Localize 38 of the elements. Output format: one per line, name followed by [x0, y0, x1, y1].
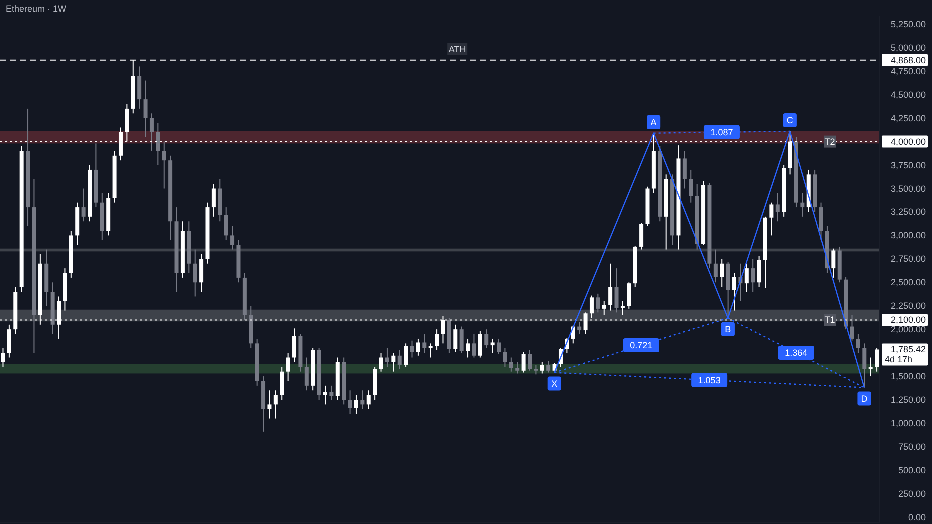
- ref-line-label: T1: [824, 315, 836, 326]
- y-tick-label: 5,250.00: [890, 19, 926, 30]
- series-label: 1.087: [710, 127, 734, 138]
- y-tick-label: 4,868.00: [890, 55, 926, 66]
- y-tick-label: 1,500.00: [890, 372, 926, 382]
- y-tick-label: 2,750.00: [890, 254, 926, 264]
- text: 4d 17h: [885, 354, 913, 365]
- y-tick-label: 500.00: [898, 465, 926, 476]
- data-label: X: [552, 378, 558, 389]
- y-tick-label: 4,000.00: [890, 136, 926, 147]
- y-tick-label: 5,000.00: [890, 42, 926, 53]
- y-tick-label: 2,100.00: [890, 315, 926, 326]
- y-tick-label: 4,750.00: [890, 66, 926, 76]
- ref-line-label: T2: [824, 136, 836, 147]
- series-label: 1.053: [698, 375, 721, 386]
- ref-line-label: ATH: [448, 44, 466, 54]
- y-tick-label: 250.00: [898, 488, 926, 499]
- y-tick-label: 750.00: [898, 442, 926, 452]
- y-tick-label: 1,785.42: [890, 344, 926, 355]
- y-tick-label: 2,500.00: [890, 278, 926, 288]
- series-label: 1.364: [785, 348, 808, 358]
- series-label: 0.721: [630, 340, 653, 351]
- y-tick-label: 3,500.00: [890, 184, 926, 194]
- y-tick-label: 3,750.00: [890, 160, 926, 170]
- data-label: D: [861, 394, 868, 404]
- y-tick-label: 2,250.00: [890, 301, 926, 312]
- data-label: A: [650, 117, 657, 128]
- y-tick-label: 3,250.00: [890, 207, 926, 218]
- y-tick-label: 2,000.00: [890, 324, 926, 335]
- y-tick-label: 3,000.00: [890, 230, 926, 241]
- y-tick-label: 1,000.00: [890, 418, 926, 428]
- data-label: C: [786, 115, 794, 126]
- chart-title: Ethereum · 1W: [6, 4, 67, 14]
- y-tick-label: 0.00: [908, 512, 926, 522]
- data-label: B: [725, 324, 732, 334]
- y-tick-label: 4,250.00: [890, 113, 926, 124]
- y-tick-label: 1,250.00: [890, 395, 926, 406]
- y-tick-label: 4,500.00: [890, 90, 926, 100]
